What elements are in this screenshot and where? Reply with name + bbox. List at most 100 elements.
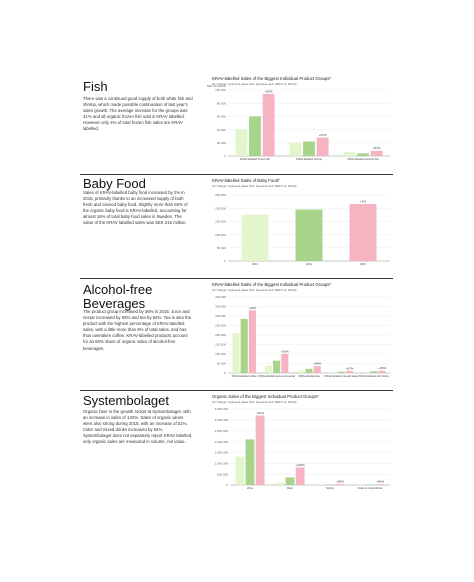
bar — [245, 439, 255, 485]
y-tick-label: 50,000 — [217, 246, 227, 250]
y-tick-label: 0 — [224, 154, 226, 158]
y-tick-label: 3,500,000 — [215, 407, 229, 411]
bar — [357, 153, 369, 156]
bar — [295, 209, 323, 261]
bar — [362, 372, 370, 373]
bar — [264, 365, 272, 373]
y-tick-label: 350,000 — [215, 305, 226, 309]
y-tick-label: 100,000 — [215, 88, 226, 92]
section-heading: Baby Food — [83, 176, 146, 191]
bar — [295, 467, 305, 485]
bar-chart: Organic Sales of the Biggest Individual … — [212, 394, 390, 490]
y-tick-label: 20,000 — [217, 141, 227, 145]
y-tick-label: 0 — [224, 259, 226, 263]
section-paragraph: The product group increased by 36% in 20… — [83, 309, 192, 351]
y-tick-label: 300,000 — [215, 314, 226, 318]
bar — [378, 370, 386, 373]
y-tick-label: 150,000 — [215, 220, 226, 224]
section-paragraph: Sales of KRAV-labelled baby food increas… — [83, 190, 188, 226]
bar — [375, 484, 385, 485]
bar — [235, 129, 248, 156]
chart-title: Organic Sales of the Biggest Individual … — [212, 394, 319, 399]
y-tick-label: 500,000 — [217, 472, 228, 476]
data-label: +57% — [346, 366, 354, 370]
data-label: +33% — [378, 366, 386, 370]
chart-subtitle: (% change in percent sales from previous… — [212, 82, 297, 86]
bar — [343, 152, 356, 156]
data-label: +64% — [313, 362, 321, 366]
x-tick-label: 2014 — [306, 262, 312, 266]
bar — [255, 415, 265, 485]
chart-subtitle: (% change in percent sales from previous… — [212, 288, 297, 292]
x-tick-label: KRAV-labelled canned fish — [347, 157, 379, 161]
bar — [346, 370, 354, 373]
x-tick-label: Wine — [247, 486, 254, 490]
bar-chart: KRAV-labelled Sales of Baby Food* (% cha… — [212, 178, 390, 266]
bar — [303, 141, 315, 156]
x-tick-label: KRAV-labelled coffee — [232, 374, 258, 378]
bar — [275, 482, 285, 485]
data-label: +2% — [360, 199, 366, 203]
x-tick-label: 2015 — [360, 262, 366, 266]
y-tick-label: 80,000 — [217, 101, 227, 105]
bar — [337, 371, 345, 373]
bar — [297, 370, 305, 373]
section-divider — [80, 278, 393, 279]
x-tick-label: KRAV-labelled tea — [298, 374, 320, 378]
bar — [370, 150, 383, 156]
chart-baby-food: KRAV-labelled Sales of Baby Food* (% cha… — [200, 177, 393, 273]
x-tick-label: Cider & mixed drinks — [358, 486, 383, 490]
bar — [325, 484, 335, 485]
bar — [235, 456, 245, 485]
data-label: +51% — [373, 146, 381, 150]
x-tick-label: KRAV-labelled juice and nectar — [258, 374, 295, 378]
y-tick-label: 3,000,000 — [215, 418, 229, 422]
chart-fish: KRAV-labelled Sales of the Biggest Indiv… — [200, 74, 393, 166]
y-tick-label: 60,000 — [217, 115, 227, 119]
section-fish: Fish There was a continued good supply o… — [80, 74, 393, 174]
y-tick-label: 400,000 — [215, 295, 226, 299]
section-baby-food: Baby Food Sales of KRAV-labelled baby fo… — [80, 174, 393, 274]
bar — [329, 372, 337, 373]
bar — [289, 142, 302, 156]
bar — [241, 214, 269, 261]
x-tick-label: KRAV-labelled soft drinks — [359, 374, 390, 378]
data-label: +132% — [295, 463, 305, 467]
data-label: +51% — [256, 411, 264, 415]
y-tick-label: 50,000 — [217, 362, 227, 366]
bar — [232, 333, 240, 373]
y-tick-label: 0 — [226, 483, 228, 487]
y-tick-label: 250,000 — [215, 193, 226, 197]
bar — [281, 354, 289, 373]
data-label: +83% — [336, 480, 344, 484]
section-paragraph: There was a continued good supply of bot… — [83, 96, 193, 132]
chart-systembolaget: Organic Sales of the Biggest Individual … — [200, 393, 393, 497]
section-paragraph: Organic beer is the growth rocket at Sys… — [83, 409, 193, 445]
y-tick-label: 1,000,000 — [215, 461, 229, 465]
x-tick-label: KRAV-labelled shrimp — [296, 157, 322, 161]
y-tick-label: 150,000 — [215, 343, 226, 347]
chart-title: KRAV-labelled Sales of Baby Food* — [212, 178, 280, 183]
y-tick-label: 2,500,000 — [215, 429, 229, 433]
x-tick-label: Spirits — [326, 486, 334, 490]
chart-subtitle: (% change in percent sales from previous… — [212, 400, 297, 404]
chart-alcohol-free-beverages: KRAV-labelled Sales of the Biggest Indiv… — [200, 281, 393, 385]
data-label: +64% — [376, 480, 384, 484]
bar-chart: KRAV-labelled Sales of the Biggest Indiv… — [207, 76, 390, 161]
data-label: +55% — [281, 350, 289, 354]
bar-chart: KRAV-labelled Sales of the Biggest Indiv… — [212, 282, 390, 378]
section-heading: Fish — [83, 79, 108, 94]
bar — [313, 366, 321, 373]
y-tick-label: 0 — [224, 371, 226, 375]
bar — [285, 477, 295, 485]
chart-subtitle: (% change in percent sales from previous… — [212, 184, 297, 188]
data-label: +27% — [319, 133, 327, 137]
bar — [240, 318, 248, 373]
data-label: +16% — [249, 306, 257, 310]
x-tick-label: 2013 — [252, 262, 258, 266]
bar — [316, 137, 329, 156]
section-systembolaget: Systembolaget Organic beer is the growth… — [80, 390, 393, 500]
y-tick-label: 200,000 — [215, 333, 226, 337]
y-tick-label: 1,500,000 — [215, 451, 229, 455]
section-alcohol-free-beverages: Alcohol-free Beverages The product group… — [80, 278, 393, 388]
